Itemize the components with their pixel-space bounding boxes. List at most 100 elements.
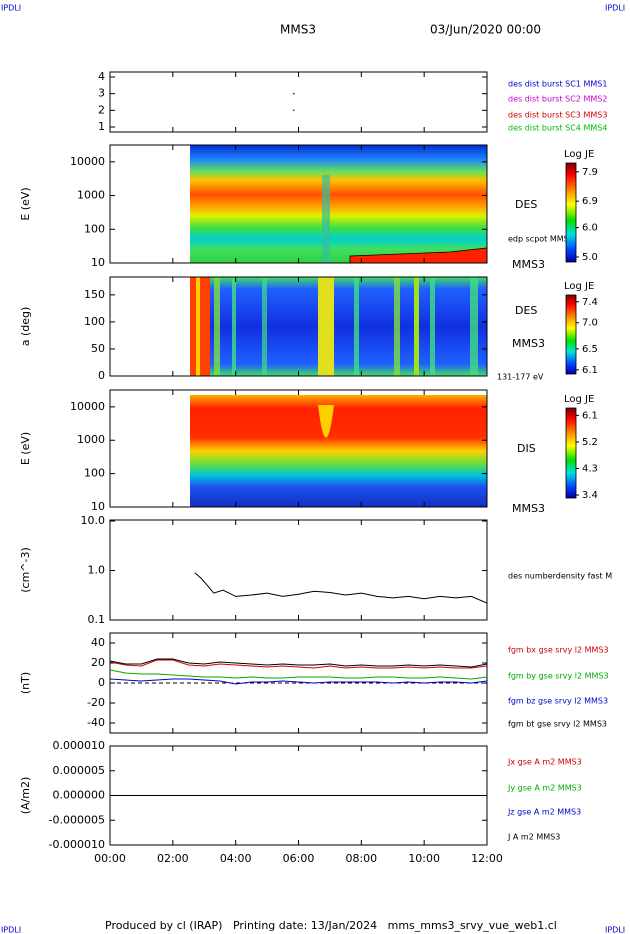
panel-label: 131-177 eV [497, 373, 544, 382]
panel-label: MMS3 [512, 258, 545, 271]
y-axis-label: (A/m2) [19, 777, 32, 815]
colorbar-title: Log JE [564, 149, 594, 160]
data-line [109, 659, 488, 669]
y-axis-label: a (deg) [19, 307, 32, 347]
panel-label: MMS3 [512, 337, 545, 350]
y-tick-label: 10 [91, 256, 105, 269]
legend-entry: des numberdensity fast M [508, 572, 612, 581]
y-tick-label: 20 [91, 656, 105, 669]
y-tick-label: 1 [98, 120, 105, 133]
y-tick-label: 3 [98, 87, 105, 100]
legend-entry: fgm by gse srvy l2 MMS3 [508, 672, 609, 681]
data-line [109, 669, 488, 680]
colorbar-tick-label: 6.9 [582, 196, 598, 207]
panel-frame [109, 519, 488, 621]
legend-entry: des dist burst SC2 MMS2 [508, 95, 607, 104]
legend-entry: Jx gse A m2 MMS3 [507, 758, 582, 767]
colorbar-tick-label: 6.0 [582, 223, 598, 234]
spectrogram-image [190, 145, 488, 264]
x-tick-label: 04:00 [220, 852, 252, 865]
colorbar-title: Log JE [564, 394, 594, 405]
colorbar-tick-label: 4.3 [582, 463, 598, 474]
colorbar-tick-label: 6.1 [582, 410, 598, 421]
y-tick-label: 10.0 [81, 514, 106, 527]
point [292, 92, 295, 95]
spectrogram-image [190, 277, 487, 376]
x-tick-label: 06:00 [283, 852, 315, 865]
data-line [109, 678, 488, 685]
data-line [194, 572, 488, 604]
colorbar [565, 162, 577, 263]
y-tick-label: 10000 [70, 400, 105, 413]
y-tick-label: -40 [87, 716, 105, 729]
legend-entry: Jz gse A m2 MMS3 [507, 808, 581, 817]
y-axis-label: (nT) [19, 672, 32, 694]
panel-frame [109, 71, 488, 133]
corner-mark: IPDLI [1, 4, 21, 13]
y-tick-label: 2 [98, 103, 105, 116]
colorbar-tick-label: 6.5 [582, 344, 598, 355]
y-tick-label: -0.000010 [49, 838, 105, 851]
y-tick-label: 10 [91, 500, 105, 513]
y-tick-label: 50 [91, 342, 105, 355]
y-tick-label: 0.1 [88, 613, 106, 626]
y-tick-label: 10000 [70, 155, 105, 168]
x-tick-label: 00:00 [94, 852, 126, 865]
panel-label: edp scpot MMS3 [508, 235, 574, 244]
y-tick-label: 0.000000 [53, 789, 106, 802]
x-tick-label: 12:00 [471, 852, 503, 865]
y-tick-label: 0 [98, 676, 105, 689]
colorbar-tick-label: 7.9 [582, 167, 598, 178]
y-axis-label: E (eV) [19, 187, 32, 220]
colorbar-tick-label: 7.0 [582, 318, 598, 329]
colorbar-tick-label: 5.2 [582, 437, 598, 448]
x-tick-label: 02:00 [157, 852, 189, 865]
y-tick-label: 4 [98, 70, 105, 83]
y-tick-label: 100 [84, 467, 105, 480]
panel-label: MMS3 [512, 502, 545, 515]
y-tick-label: 150 [84, 288, 105, 301]
y-tick-label: 1000 [77, 433, 105, 446]
y-tick-label: -20 [87, 696, 105, 709]
panel-label: DES [515, 198, 537, 211]
x-tick-label: 10:00 [408, 852, 440, 865]
date: 03/Jun/2020 00:00 [430, 23, 541, 37]
x-tick-label: 08:00 [345, 852, 377, 865]
panel-label: DES [515, 304, 537, 317]
legend-entry: fgm bz gse srvy l2 MMS3 [508, 697, 608, 706]
colorbar-tick-label: 7.4 [582, 297, 598, 308]
title: MMS3 [280, 23, 316, 37]
point [292, 109, 295, 112]
data-line [109, 658, 488, 668]
y-tick-label: 1000 [77, 189, 105, 202]
y-tick-label: 1.0 [88, 564, 106, 577]
colorbar-tick-label: 6.1 [582, 365, 598, 376]
y-tick-label: 0 [98, 369, 105, 382]
legend-entry: des dist burst SC3 MMS3 [508, 111, 607, 120]
legend-entry: des dist burst SC1 MMS1 [508, 80, 607, 89]
y-tick-label: 100 [84, 222, 105, 235]
y-tick-label: 100 [84, 315, 105, 328]
legend-entry: fgm bx gse srvy l2 MMS3 [508, 646, 609, 655]
y-tick-label: 0.000010 [53, 739, 106, 752]
colorbar [565, 407, 577, 499]
y-tick-label: 0.000005 [53, 764, 106, 777]
y-tick-label: 40 [91, 636, 105, 649]
spectrogram-image [190, 395, 487, 507]
legend-entry: Jy gse A m2 MMS3 [507, 784, 582, 793]
y-tick-label: -0.000005 [49, 813, 105, 826]
legend-entry: des dist burst SC4 MMS4 [508, 124, 607, 133]
corner-mark: IPDLI [605, 926, 625, 934]
y-axis-label: E (eV) [19, 432, 32, 465]
panel-label: DIS [517, 442, 536, 455]
colorbar [565, 294, 577, 375]
footer: Produced by cl (IRAP) Printing date: 13/… [105, 919, 557, 932]
y-axis-label: (cm^-3) [19, 547, 32, 593]
colorbar-tick-label: 5.0 [582, 252, 598, 263]
corner-mark: IPDLI [605, 4, 625, 13]
colorbar-title: Log JE [564, 281, 594, 292]
colorbar-tick-label: 3.4 [582, 490, 598, 501]
corner-mark: IPDLI [1, 926, 21, 934]
legend-entry: fgm bt gse srvy l2 MMS3 [508, 720, 607, 729]
